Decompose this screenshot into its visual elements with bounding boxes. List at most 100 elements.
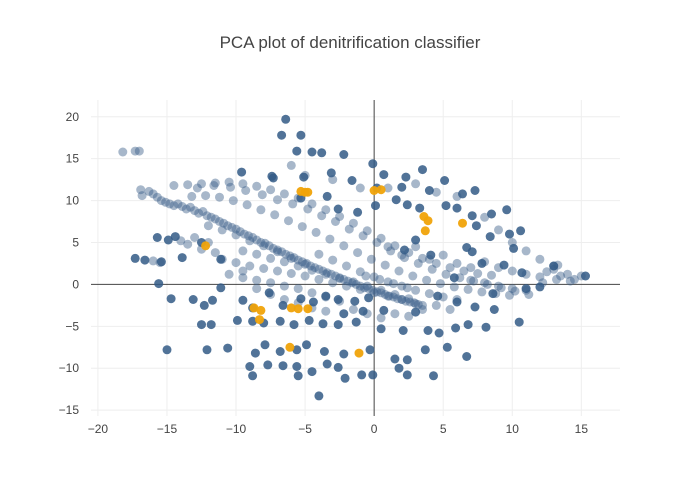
data-point[interactable] <box>339 241 349 251</box>
data-point[interactable] <box>231 224 241 234</box>
data-point[interactable] <box>369 186 379 195</box>
data-point[interactable] <box>252 235 262 245</box>
data-point[interactable] <box>250 348 260 358</box>
data-point[interactable] <box>355 267 365 277</box>
data-point[interactable] <box>293 371 303 381</box>
data-point[interactable] <box>467 211 477 221</box>
data-point[interactable] <box>130 146 140 156</box>
data-point[interactable] <box>210 248 220 258</box>
data-point[interactable] <box>293 255 303 265</box>
data-point[interactable] <box>413 258 423 268</box>
data-point[interactable] <box>319 347 329 356</box>
data-point[interactable] <box>300 271 310 281</box>
data-point[interactable] <box>415 203 425 213</box>
data-point[interactable] <box>505 229 514 239</box>
data-point[interactable] <box>273 266 282 276</box>
data-point[interactable] <box>353 207 363 217</box>
data-point[interactable] <box>169 201 179 211</box>
data-point[interactable] <box>420 226 430 236</box>
data-point[interactable] <box>314 249 324 259</box>
data-point[interactable] <box>210 178 220 188</box>
data-point[interactable] <box>400 245 409 255</box>
data-point[interactable] <box>223 221 233 231</box>
data-point[interactable] <box>217 225 227 235</box>
data-point[interactable] <box>467 247 477 257</box>
data-point[interactable] <box>130 253 140 263</box>
data-point[interactable] <box>231 230 241 240</box>
data-point[interactable] <box>358 231 368 241</box>
data-point[interactable] <box>489 305 499 314</box>
data-point[interactable] <box>314 391 324 401</box>
data-point[interactable] <box>248 233 258 242</box>
data-point[interactable] <box>342 281 351 291</box>
data-point[interactable] <box>286 160 296 170</box>
data-point[interactable] <box>177 253 187 263</box>
data-point[interactable] <box>342 261 351 271</box>
data-point[interactable] <box>289 320 299 330</box>
data-point[interactable] <box>340 373 350 383</box>
data-point[interactable] <box>259 264 269 273</box>
data-point[interactable] <box>357 370 367 380</box>
data-point[interactable] <box>328 255 338 265</box>
data-point[interactable] <box>166 294 176 304</box>
data-point[interactable] <box>285 342 295 352</box>
data-point[interactable] <box>248 371 258 381</box>
data-point[interactable] <box>318 319 328 329</box>
data-point[interactable] <box>480 278 490 288</box>
data-point[interactable] <box>216 254 226 264</box>
data-point[interactable] <box>206 212 216 222</box>
data-point[interactable] <box>241 186 251 195</box>
data-point[interactable] <box>480 212 490 222</box>
data-point[interactable] <box>469 276 479 286</box>
data-point[interactable] <box>355 284 365 294</box>
data-point[interactable] <box>463 284 473 294</box>
data-point[interactable] <box>202 211 212 221</box>
data-point[interactable] <box>328 175 338 185</box>
data-point[interactable] <box>268 243 278 253</box>
data-point[interactable] <box>335 273 345 283</box>
data-point[interactable] <box>248 316 258 326</box>
data-point[interactable] <box>188 295 198 304</box>
data-point[interactable] <box>487 270 496 280</box>
data-point[interactable] <box>245 261 255 271</box>
data-point[interactable] <box>199 300 209 310</box>
data-point[interactable] <box>348 277 358 287</box>
data-point[interactable] <box>418 300 427 310</box>
data-point[interactable] <box>201 241 211 251</box>
data-point[interactable] <box>380 290 390 299</box>
data-point[interactable] <box>420 345 430 355</box>
data-point[interactable] <box>466 275 476 285</box>
data-point[interactable] <box>206 320 216 330</box>
data-point[interactable] <box>154 279 164 289</box>
data-point[interactable] <box>431 300 441 310</box>
data-point[interactable] <box>383 291 393 301</box>
series-0[interactable] <box>118 146 586 323</box>
data-point[interactable] <box>371 201 380 211</box>
data-point[interactable] <box>535 272 545 282</box>
data-point[interactable] <box>252 249 262 259</box>
data-point[interactable] <box>152 192 162 202</box>
data-point[interactable] <box>235 227 245 237</box>
data-point[interactable] <box>311 227 321 237</box>
data-point[interactable] <box>185 202 195 212</box>
data-point[interactable] <box>177 202 187 211</box>
data-point[interactable] <box>156 196 166 206</box>
data-point[interactable] <box>284 216 293 226</box>
data-point[interactable] <box>326 168 336 178</box>
data-point[interactable] <box>390 309 400 319</box>
data-point[interactable] <box>535 282 545 292</box>
data-point[interactable] <box>264 288 274 298</box>
data-point[interactable] <box>427 264 437 274</box>
data-point[interactable] <box>333 362 343 372</box>
data-point[interactable] <box>134 146 144 156</box>
data-point[interactable] <box>183 239 193 249</box>
data-point[interactable] <box>477 258 487 268</box>
data-point[interactable] <box>245 362 255 371</box>
data-point[interactable] <box>303 204 313 214</box>
data-point[interactable] <box>232 315 242 325</box>
data-point[interactable] <box>424 186 434 195</box>
data-point[interactable] <box>411 242 421 252</box>
data-point[interactable] <box>458 218 467 228</box>
data-point[interactable] <box>509 243 519 253</box>
data-point[interactable] <box>326 269 336 279</box>
